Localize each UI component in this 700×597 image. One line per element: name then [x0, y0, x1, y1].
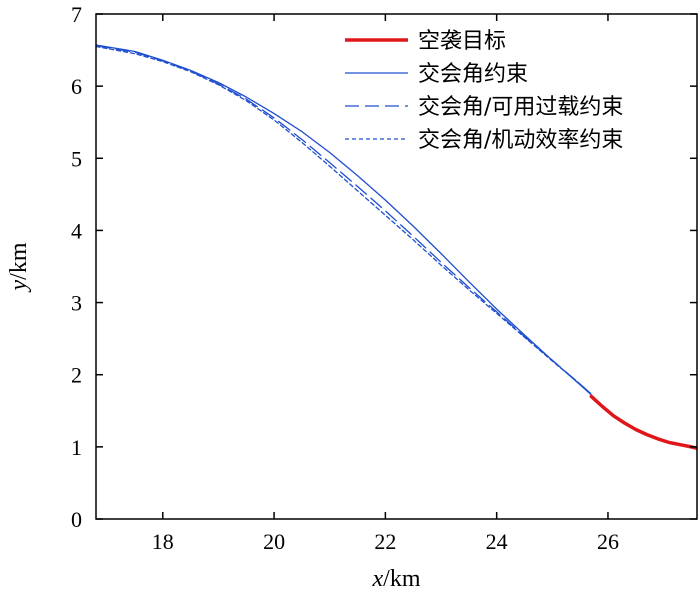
x-tick-label: 26 [597, 529, 619, 554]
x-tick-label: 24 [486, 529, 508, 554]
series-line-0 [589, 394, 697, 451]
y-tick-label: 1 [71, 435, 82, 460]
y-axis: 0 1 2 3 4 5 6 7 [71, 2, 697, 532]
y-tick-label: 2 [71, 363, 82, 388]
y-tick-label: 6 [71, 74, 82, 99]
series-line-3 [96, 45, 592, 395]
y-axis-title: y/km [6, 242, 32, 292]
x-tick-label: 18 [152, 529, 174, 554]
plot-frame [95, 13, 698, 520]
x-axis-unit: /km [383, 566, 421, 592]
x-tick-label: 20 [263, 529, 285, 554]
x-tick-label: 22 [374, 529, 396, 554]
y-tick-label: 3 [71, 291, 82, 316]
x-axis-variable: x [372, 566, 384, 592]
legend-label-1: 交会角约束 [418, 62, 528, 87]
y-tick-label: 0 [71, 507, 82, 532]
series-line-1 [96, 44, 592, 396]
x-axis: 18 20 22 24 26 [152, 14, 619, 554]
plot-area [96, 44, 697, 451]
y-tick-label: 5 [71, 146, 82, 171]
y-axis-variable: y [6, 280, 32, 293]
legend-label-2: 交会角/可用过载约束 [418, 95, 623, 120]
y-tick-label: 4 [71, 218, 82, 243]
x-axis-title: x/km [372, 566, 421, 592]
legend-label-3: 交会角/机动效率约束 [418, 128, 623, 153]
legend-label-0: 空袭目标 [418, 29, 506, 54]
y-axis-unit: /km [6, 242, 32, 280]
y-tick-label: 7 [71, 2, 82, 27]
